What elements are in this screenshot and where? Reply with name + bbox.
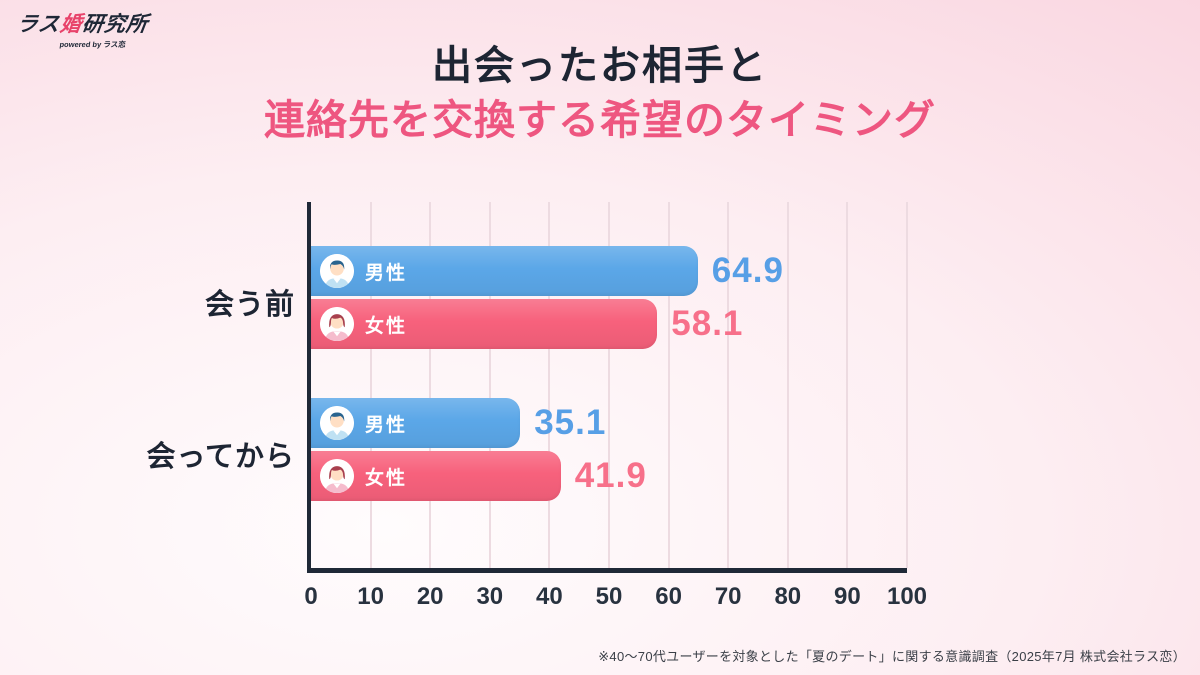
gridline — [548, 202, 551, 568]
title-line-2: 連絡先を交換する希望のタイミング — [264, 97, 936, 143]
x-axis-tick-label: 50 — [595, 583, 623, 610]
gridline — [906, 202, 908, 568]
gridline — [429, 202, 432, 568]
x-axis-tick-label: 100 — [886, 583, 928, 610]
bar-female-before: 女性 58.1 — [311, 299, 742, 349]
logo-part-1: ラス — [15, 13, 62, 36]
value-label-male-before: 64.9 — [711, 251, 784, 290]
series-label-female: 女性 — [365, 467, 408, 489]
bar-female-after: 女性 41.9 — [311, 451, 646, 501]
male-avatar-icon — [320, 406, 354, 440]
x-axis-ticks: 0 10 20 30 40 50 60 70 80 90 100 — [304, 583, 927, 613]
bar-male-after: 男性 35.1 — [311, 398, 605, 448]
x-axis-tick-label: 0 — [304, 583, 318, 610]
brand-logo-text: ラス婚研究所 — [15, 8, 151, 38]
gridline — [488, 202, 491, 568]
series-label-female: 女性 — [365, 315, 408, 337]
female-avatar-icon — [320, 459, 354, 493]
gridline — [369, 202, 372, 568]
category-label-before: 会う前 — [204, 289, 295, 321]
bar-male-before: 男性 64.9 — [311, 246, 783, 296]
x-axis-tick-label: 60 — [655, 583, 682, 610]
plot-area: 男性 64.9 女性 58.1 — [304, 202, 927, 610]
page-title: 出会ったお相手と 連絡先を交換する希望のタイミング — [0, 42, 1200, 145]
series-label-male: 男性 — [365, 414, 408, 436]
value-label-male-after: 35.1 — [534, 403, 607, 442]
x-axis-tick-label: 90 — [834, 583, 861, 610]
x-axis-tick-label: 40 — [536, 583, 563, 610]
x-axis-tick-label: 80 — [774, 583, 802, 610]
bar-group-after-meeting: 男性 35.1 女性 41.9 — [311, 398, 907, 504]
category-label-after: 会ってから — [146, 441, 295, 473]
gridline — [846, 202, 849, 568]
x-axis-tick-label: 30 — [476, 583, 504, 610]
logo-part-3: 研究所 — [80, 13, 150, 36]
gridline — [786, 202, 789, 568]
value-label-female-after: 41.9 — [574, 456, 647, 495]
bar-group-before-meeting: 男性 64.9 女性 58.1 — [311, 246, 907, 352]
male-avatar-icon — [320, 254, 354, 288]
x-axis-tick-label: 20 — [416, 583, 444, 610]
gridline — [608, 202, 610, 568]
survey-footnote: ※40〜70代ユーザーを対象とした「夏のデート」に関する意識調査（2025年7月… — [598, 649, 1186, 664]
female-avatar-icon — [320, 307, 354, 341]
series-label-male: 男性 — [365, 262, 408, 284]
gridline — [667, 202, 670, 568]
title-line-1: 出会ったお相手と — [432, 44, 768, 88]
x-axis-tick-label: 70 — [714, 583, 742, 610]
value-label-female-before: 58.1 — [671, 304, 744, 343]
x-axis-tick-label: 10 — [357, 583, 384, 610]
gridline — [727, 202, 730, 568]
